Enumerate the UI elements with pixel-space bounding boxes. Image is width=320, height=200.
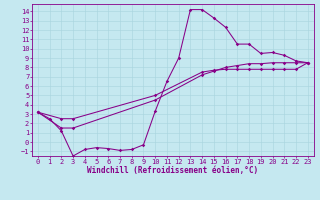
X-axis label: Windchill (Refroidissement éolien,°C): Windchill (Refroidissement éolien,°C) bbox=[87, 166, 258, 175]
